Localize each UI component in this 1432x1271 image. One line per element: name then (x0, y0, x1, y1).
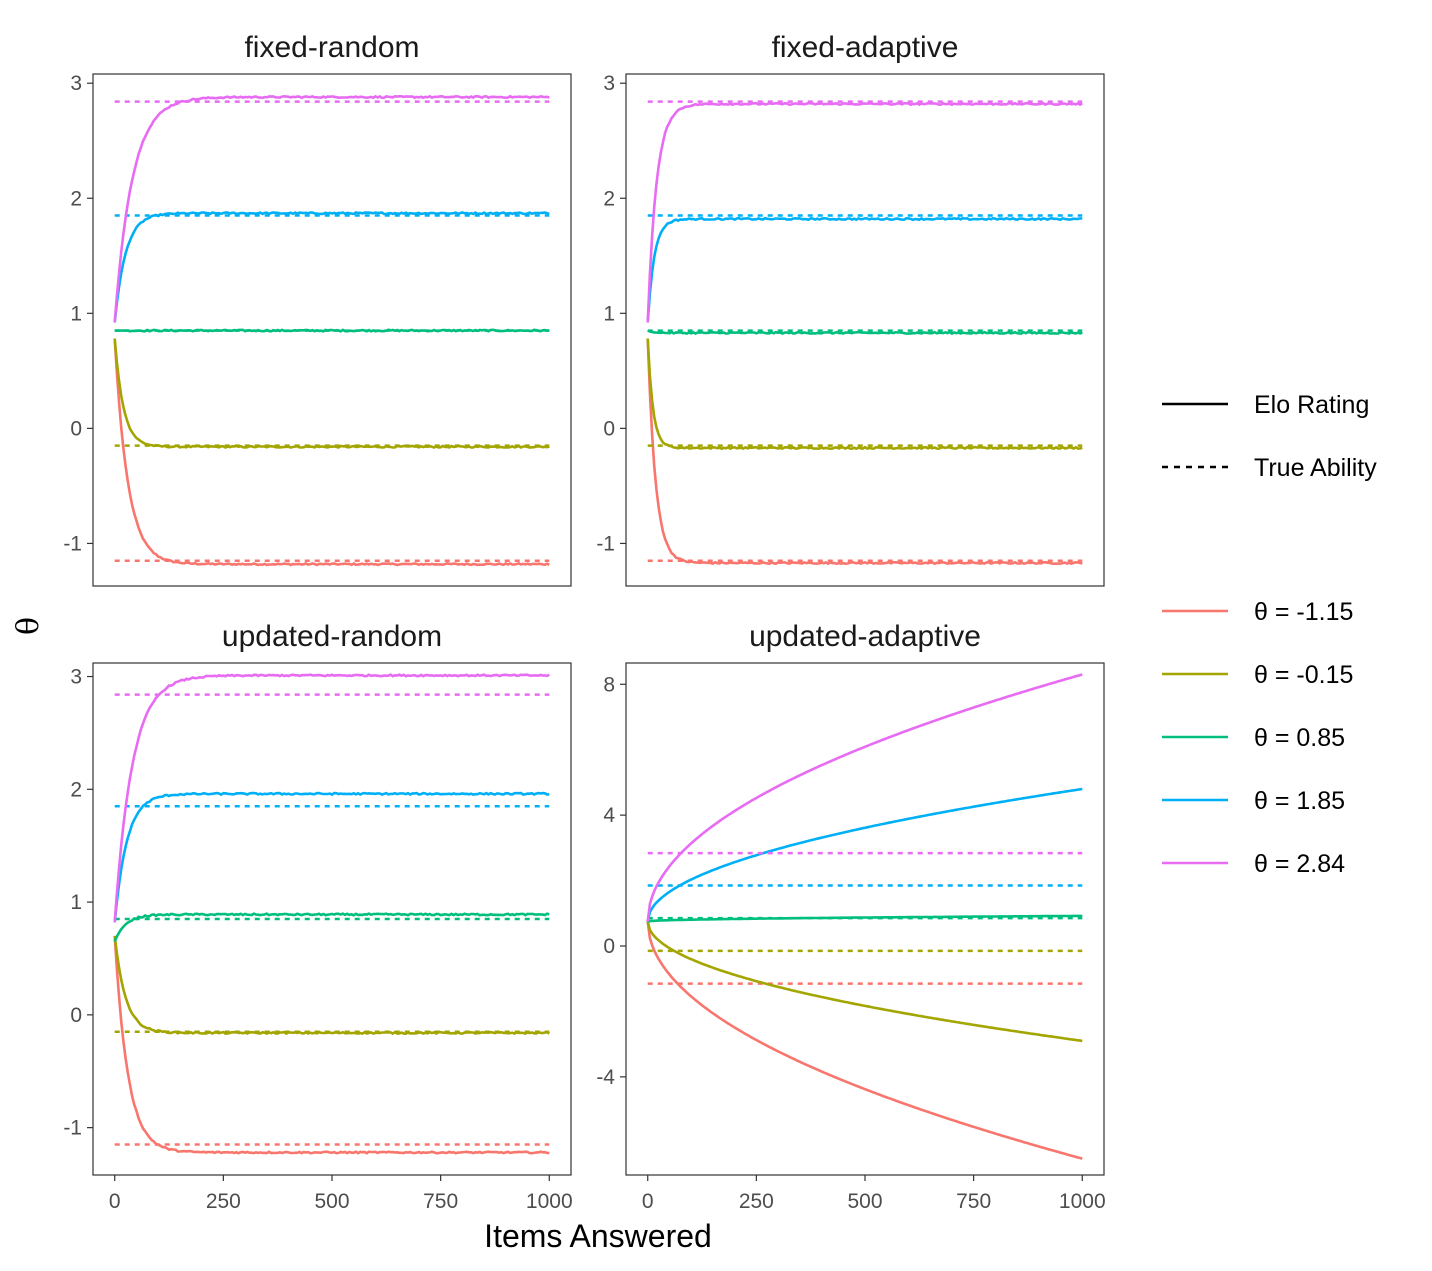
x-tick-label: 500 (847, 1190, 882, 1213)
y-tick-label: -1 (63, 1117, 82, 1140)
elo-rating-line (646, 101, 1083, 323)
x-tick-label: 500 (314, 1190, 349, 1213)
elo-rating-line (646, 787, 1083, 922)
elo-rating-line (647, 329, 1083, 336)
elo-rating-line (113, 338, 550, 567)
legend-series-label: θ = 1.85 (1254, 787, 1345, 815)
facet-panel: fixed-random -1 0 1 2 3 (63, 31, 572, 587)
elo-rating-line (113, 935, 551, 1036)
y-tick-label: -4 (596, 1066, 615, 1089)
x-tick-label: 250 (739, 1190, 774, 1213)
x-axis-title: Items Answered (484, 1218, 712, 1254)
facet-panel: updated-adaptive -4 0 4 8 0 250 500 750 1000 (596, 620, 1105, 1213)
y-tick-label: 0 (603, 417, 615, 440)
legend-linetype-label: Elo Rating (1254, 391, 1369, 419)
y-tick-label: 3 (70, 666, 82, 689)
panel-title: updated-adaptive (749, 620, 981, 653)
y-tick-label: -1 (63, 532, 82, 555)
y-tick-label: 2 (70, 187, 82, 210)
elo-rating-line (646, 338, 1083, 566)
legend-series-label: θ = 0.85 (1254, 724, 1345, 752)
y-tick-label: 3 (70, 72, 82, 95)
elo-rating-line (113, 94, 550, 323)
x-tick-label: 0 (642, 1190, 654, 1213)
x-tick-label: 1000 (526, 1190, 573, 1213)
x-axis-title-group: Items Answered (484, 1218, 712, 1254)
y-tick-label: 2 (70, 778, 82, 801)
x-tick-label: 250 (206, 1190, 241, 1213)
elo-rating-line (646, 216, 1083, 323)
legend-linetype-label: True Ability (1254, 454, 1377, 482)
x-tick-label: 0 (109, 1190, 121, 1213)
facet-panel: fixed-adaptive -1 0 1 2 3 (596, 31, 1105, 587)
elo-rating-line (113, 912, 550, 943)
y-tick-label: 1 (70, 302, 82, 325)
y-tick-label: 4 (603, 804, 615, 827)
elo-rating-line (113, 791, 550, 923)
panel-title: fixed-random (244, 31, 419, 64)
elo-rating-line (646, 338, 1083, 451)
elo-rating-line (113, 673, 550, 923)
legend: Elo Rating True Ability θ = -1.15 θ = -0.15… (1162, 391, 1377, 878)
facet-panels: fixed-random-10123fixed-adaptive-10123up… (63, 31, 1105, 1213)
legend-series-label: θ = -0.15 (1254, 661, 1353, 689)
panel-title: fixed-adaptive (772, 31, 959, 64)
x-tick-label: 750 (956, 1190, 991, 1213)
elo-rating-line (113, 338, 550, 449)
x-tick-label: 750 (423, 1190, 458, 1213)
elo-rating-line (114, 328, 550, 333)
y-tick-label: 3 (603, 72, 615, 95)
legend-series-label: θ = 2.84 (1254, 850, 1345, 878)
elo-rating-line (113, 211, 550, 323)
x-tick-label: 1000 (1059, 1190, 1106, 1213)
facet-panel: updated-random -1 0 1 2 3 0 250 500 750 1000 (63, 620, 572, 1213)
elo-rating-line (646, 921, 1083, 1043)
legend-series-label: θ = -1.15 (1254, 598, 1353, 626)
elo-rating-line (113, 935, 550, 1155)
panel-title: updated-random (222, 620, 442, 653)
y-axis-title-group: θ (11, 617, 46, 635)
y-axis-title: θ (11, 617, 46, 635)
y-tick-label: 8 (603, 673, 615, 696)
elo-rating-line (647, 914, 1083, 923)
panel-border (625, 73, 1105, 587)
y-tick-label: -1 (596, 532, 615, 555)
elo-rating-line (646, 673, 1083, 922)
y-tick-label: 1 (70, 891, 82, 914)
y-tick-label: 0 (70, 417, 82, 440)
y-tick-label: 0 (603, 935, 615, 958)
panel-border (92, 73, 572, 587)
y-tick-label: 0 (70, 1004, 82, 1027)
y-tick-label: 1 (603, 302, 615, 325)
elo-rating-line (646, 921, 1083, 1160)
y-tick-label: 2 (603, 187, 615, 210)
